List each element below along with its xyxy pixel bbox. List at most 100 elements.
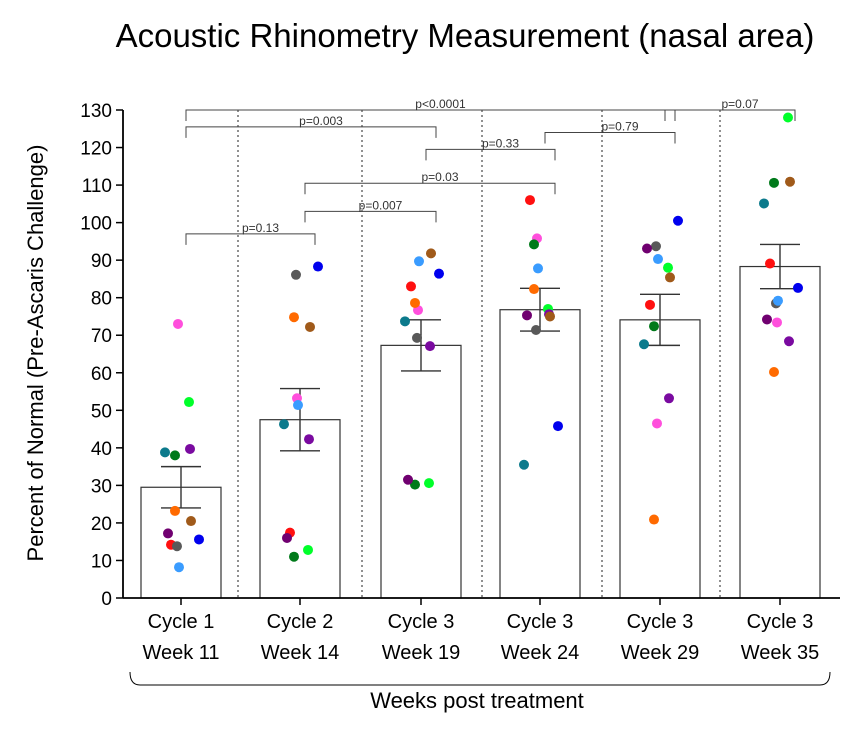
data-point — [762, 314, 772, 325]
p-value-label: p=0.03 — [421, 170, 458, 184]
y-tick-label: 130 — [80, 101, 112, 122]
comparison-bracket — [664, 109, 796, 121]
y-tick-label: 100 — [80, 214, 112, 235]
data-point — [185, 443, 195, 454]
data-point — [531, 324, 541, 335]
data-point — [649, 321, 659, 332]
y-tick-label: 40 — [91, 439, 112, 460]
data-point — [519, 459, 529, 470]
data-point — [163, 528, 173, 539]
bar — [619, 319, 701, 599]
data-point — [412, 332, 422, 343]
comparison-brackets: p=0.13 p=0.007 p=0.03 p=0.33 p=0.79 p=0.003 p<… — [185, 97, 796, 245]
error-bars — [161, 243, 800, 509]
data-points — [160, 112, 803, 573]
data-point — [769, 367, 779, 378]
data-point — [663, 262, 673, 273]
data-point — [529, 239, 539, 250]
x-tick-label-cycle: Cycle 3 — [507, 611, 574, 633]
data-point — [400, 316, 410, 327]
y-tick-label: 20 — [91, 514, 112, 535]
data-point — [291, 269, 301, 280]
y-axis: 0 10 20 30 40 50 60 70 80 90 100 110 120 130 — [80, 101, 124, 610]
y-tick-label: 120 — [80, 139, 112, 160]
bars — [140, 265, 821, 599]
data-point — [170, 450, 180, 461]
comparison-bracket — [544, 132, 676, 144]
data-point — [279, 419, 289, 430]
x-tick-label-cycle: Cycle 2 — [267, 611, 334, 633]
x-tick-label-week: Week 35 — [741, 642, 820, 664]
comparison-bracket — [304, 210, 437, 223]
chart-title: Acoustic Rhinometry Measurement (nasal a… — [116, 17, 815, 54]
p-value-label: p=0.33 — [482, 136, 519, 150]
data-point — [673, 215, 683, 226]
data-point — [653, 254, 663, 265]
p-value-label: p<0.0001 — [415, 97, 466, 111]
data-point — [174, 562, 184, 573]
x-tick-label-week: Week 24 — [501, 642, 580, 664]
y-axis-label: Percent of Normal (Pre-Ascaris Challenge… — [23, 145, 48, 562]
data-point — [172, 541, 182, 552]
data-point — [793, 282, 803, 293]
data-point — [410, 479, 420, 490]
data-point — [651, 241, 661, 252]
y-tick-label: 90 — [91, 251, 112, 272]
group-separators — [237, 110, 721, 598]
data-point — [194, 534, 204, 545]
data-point — [406, 281, 416, 292]
x-axis-brace — [129, 671, 831, 686]
data-point — [434, 268, 444, 279]
x-tick-label-week: Week 14 — [261, 642, 340, 664]
data-point — [289, 551, 299, 562]
data-point — [529, 284, 539, 295]
data-point — [533, 263, 543, 274]
data-point — [425, 341, 435, 352]
data-point — [765, 258, 775, 269]
data-point — [773, 295, 783, 306]
p-value-label: p=0.13 — [242, 221, 279, 235]
data-point — [645, 299, 655, 310]
data-point — [305, 321, 315, 332]
data-point — [170, 505, 180, 516]
x-tick-label-cycle: Cycle 3 — [627, 611, 694, 633]
x-tick-label-week: Week 19 — [382, 642, 461, 664]
p-value-label: p=0.79 — [601, 120, 638, 134]
y-tick-label: 70 — [91, 326, 112, 347]
comparison-bracket — [185, 233, 316, 245]
y-tick-label: 110 — [82, 176, 112, 197]
y-tick-label: 50 — [91, 401, 112, 422]
y-tick-label: 0 — [101, 589, 112, 610]
data-point — [759, 198, 769, 209]
data-point — [545, 311, 555, 322]
comparison-bracket — [304, 182, 556, 195]
data-point — [553, 421, 563, 432]
data-point — [642, 243, 652, 254]
data-point — [160, 447, 170, 458]
p-value-label: p=0.003 — [299, 114, 343, 128]
data-point — [784, 336, 794, 347]
x-tick-label-week: Week 29 — [621, 642, 700, 664]
data-point — [414, 256, 424, 267]
data-point — [424, 478, 434, 489]
data-point — [293, 400, 303, 411]
y-tick-label: 80 — [91, 289, 112, 310]
data-point — [173, 318, 183, 329]
x-axis: Cycle 1 Week 11 Cycle 2 Week 14 Cycle 3 Week … — [123, 597, 840, 664]
data-point — [525, 195, 535, 206]
p-value-label: p=0.007 — [359, 198, 403, 212]
bar — [380, 344, 462, 599]
data-point — [426, 248, 436, 259]
data-point — [313, 261, 323, 272]
data-point — [785, 176, 795, 187]
data-point — [403, 474, 413, 485]
data-point — [304, 434, 314, 445]
data-point — [772, 317, 782, 328]
y-tick-label: 30 — [91, 476, 112, 497]
data-point — [184, 397, 194, 408]
data-point — [289, 312, 299, 323]
x-tick-label-week: Week 11 — [142, 642, 219, 664]
data-point — [410, 297, 420, 308]
x-tick-label-cycle: Cycle 3 — [388, 611, 455, 633]
